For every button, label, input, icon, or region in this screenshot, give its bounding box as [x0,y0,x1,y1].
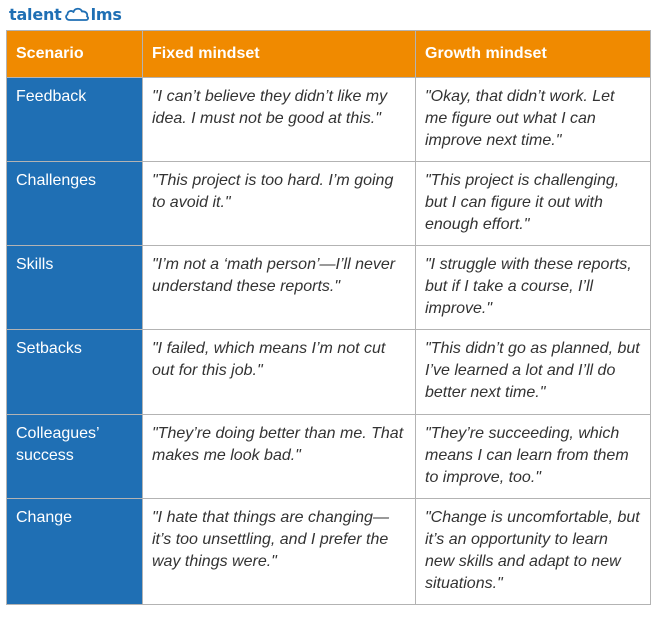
table-row: Change "I hate that things are changing—… [6,498,651,605]
table-row: Setbacks "I failed, which means I’m not … [6,329,651,415]
table-row: Colleagues’ success "They’re doing bette… [6,414,651,499]
header-growth-mindset: Growth mindset [415,30,651,78]
growth-mindset-cell: "This project is challenging, but I can … [415,161,651,246]
fixed-mindset-cell: "I can’t believe they didn’t like my ide… [142,77,416,162]
table-row: Skills "I’m not a ‘math person’—I’ll nev… [6,245,651,330]
logo-text-talent: talent [9,4,62,24]
growth-mindset-cell: "I struggle with these reports, but if I… [415,245,651,330]
fixed-mindset-cell: "They’re doing better than me. That make… [142,414,416,499]
table-row: Feedback "I can’t believe they didn’t li… [6,77,651,162]
growth-mindset-cell: "Change is uncomfortable, but it’s an op… [415,498,651,605]
growth-mindset-cell: "Okay, that didn’t work. Let me figure o… [415,77,651,162]
fixed-mindset-cell: "I’m not a ‘math person’—I’ll never unde… [142,245,416,330]
cloud-icon [64,6,90,22]
fixed-mindset-cell: "I hate that things are changing—it’s to… [142,498,416,605]
logo-text-lms: lms [90,4,122,24]
scenario-cell: Feedback [6,77,143,162]
table-row: Challenges "This project is too hard. I’… [6,161,651,246]
scenario-cell: Change [6,498,143,605]
growth-mindset-cell: "This didn’t go as planned, but I’ve lea… [415,329,651,415]
talentlms-logo: talent lms [9,3,122,25]
fixed-mindset-cell: "This project is too hard. I’m going to … [142,161,416,246]
header-scenario: Scenario [6,30,143,78]
header-fixed-mindset: Fixed mindset [142,30,416,78]
table-header-row: Scenario Fixed mindset Growth mindset [6,30,651,78]
fixed-mindset-cell: "I failed, which means I’m not cut out f… [142,329,416,415]
scenario-cell: Colleagues’ success [6,414,143,499]
growth-mindset-cell: "They’re succeeding, which means I can l… [415,414,651,499]
scenario-cell: Skills [6,245,143,330]
mindset-comparison-table: Scenario Fixed mindset Growth mindset Fe… [6,30,651,605]
scenario-cell: Challenges [6,161,143,246]
scenario-cell: Setbacks [6,329,143,415]
